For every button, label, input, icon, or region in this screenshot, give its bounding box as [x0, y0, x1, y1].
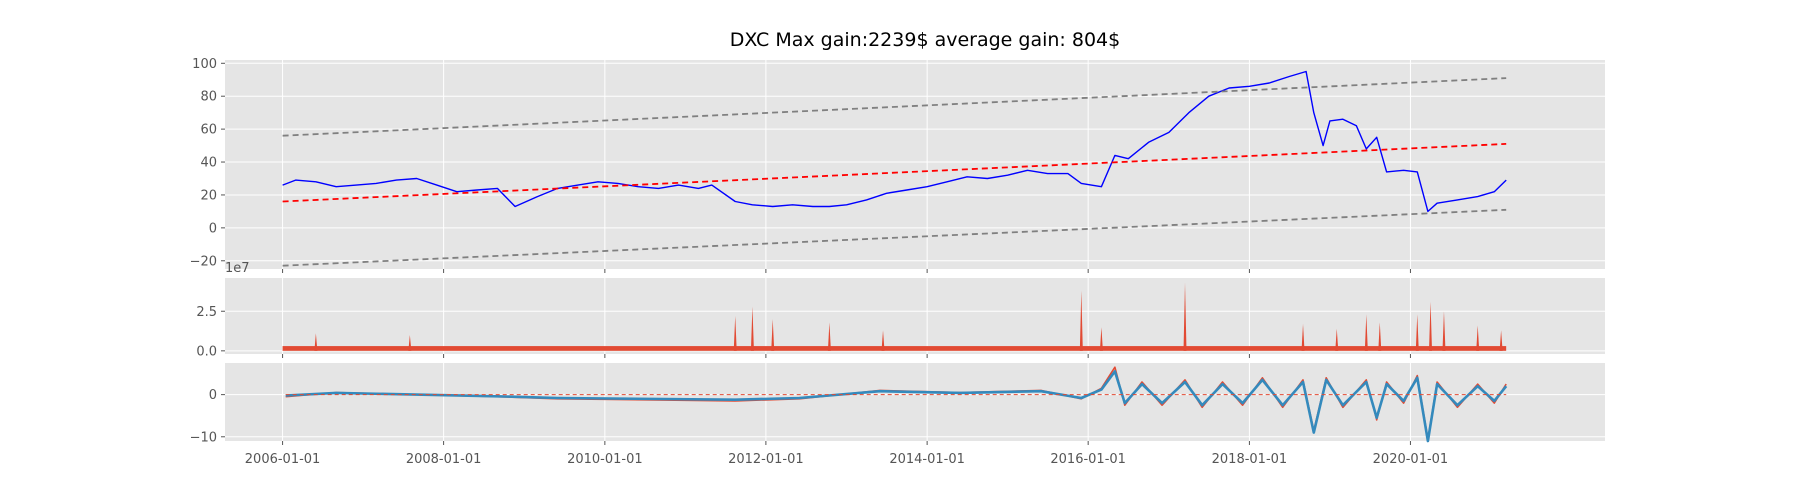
axis-labels: 100 80 60 40 20 0 −20 2.5 0.0 0 −10 1e7 2006-01-01 20… — [190, 57, 1449, 467]
x-tick-label: 2020-01-01 — [1373, 452, 1449, 467]
volume-panel-background — [225, 278, 1605, 354]
series-trend — [282, 143, 1507, 203]
series-upper-band — [282, 77, 1507, 137]
volume-spike — [1378, 322, 1382, 351]
x-tick-label: 2018-01-01 — [1212, 452, 1288, 467]
x-tick-label: 2014-01-01 — [889, 452, 965, 467]
volume-spike — [881, 330, 885, 351]
volume-spike — [1183, 282, 1187, 351]
oscillator-panel-background — [225, 363, 1605, 441]
oscillator-y-tick-label: −10 — [190, 430, 217, 445]
volume-y-tick-label: 0.0 — [196, 344, 217, 359]
volume-spike — [771, 319, 775, 351]
volume-spike — [1335, 328, 1339, 351]
volume-spike — [408, 335, 412, 351]
price-y-tick-label: 40 — [200, 156, 217, 171]
volume-spike — [1429, 301, 1433, 351]
x-tick-label: 2008-01-01 — [406, 452, 482, 467]
volume-spike — [1499, 330, 1503, 351]
series-oscillator-main — [285, 370, 1508, 443]
price-y-tick-label: 0 — [209, 221, 217, 236]
price-y-tick-label: 60 — [200, 123, 217, 138]
price-y-tick-label: 100 — [192, 57, 217, 72]
volume-spike — [1442, 311, 1446, 351]
x-tick-label: 2012-01-01 — [728, 452, 804, 467]
volume-spike — [750, 306, 754, 351]
volume-spike — [1415, 314, 1419, 351]
oscillator-y-tick-label: 0 — [209, 388, 217, 403]
price-y-tick-label: 20 — [200, 188, 217, 203]
chart-title: DXC Max gain:2239$ average gain: 804$ — [730, 29, 1120, 51]
volume-offset-label: 1e7 — [225, 261, 250, 276]
price-panel — [282, 70, 1507, 267]
volume-spike — [1301, 323, 1305, 351]
volume-panel — [282, 282, 1507, 351]
volume-y-tick-label: 2.5 — [196, 305, 217, 320]
volume-spike — [1364, 314, 1368, 351]
x-tick-label: 2010-01-01 — [567, 452, 643, 467]
volume-spike — [733, 316, 737, 351]
volume-spike — [1079, 290, 1083, 351]
grid-lines — [221, 60, 1605, 445]
volume-spike — [314, 333, 318, 351]
series-lower-band — [282, 208, 1507, 267]
volume-base-area — [282, 346, 1507, 351]
price-y-tick-label: 80 — [200, 90, 217, 105]
oscillator-panel — [285, 366, 1508, 443]
price-panel-background — [225, 60, 1605, 269]
price-y-tick-label: −20 — [190, 254, 217, 269]
volume-spike — [1476, 325, 1480, 351]
x-tick-label: 2006-01-01 — [245, 452, 321, 467]
series-price — [282, 70, 1507, 213]
volume-spike — [1099, 327, 1103, 351]
x-tick-label: 2016-01-01 — [1050, 452, 1126, 467]
volume-spike — [827, 322, 831, 351]
